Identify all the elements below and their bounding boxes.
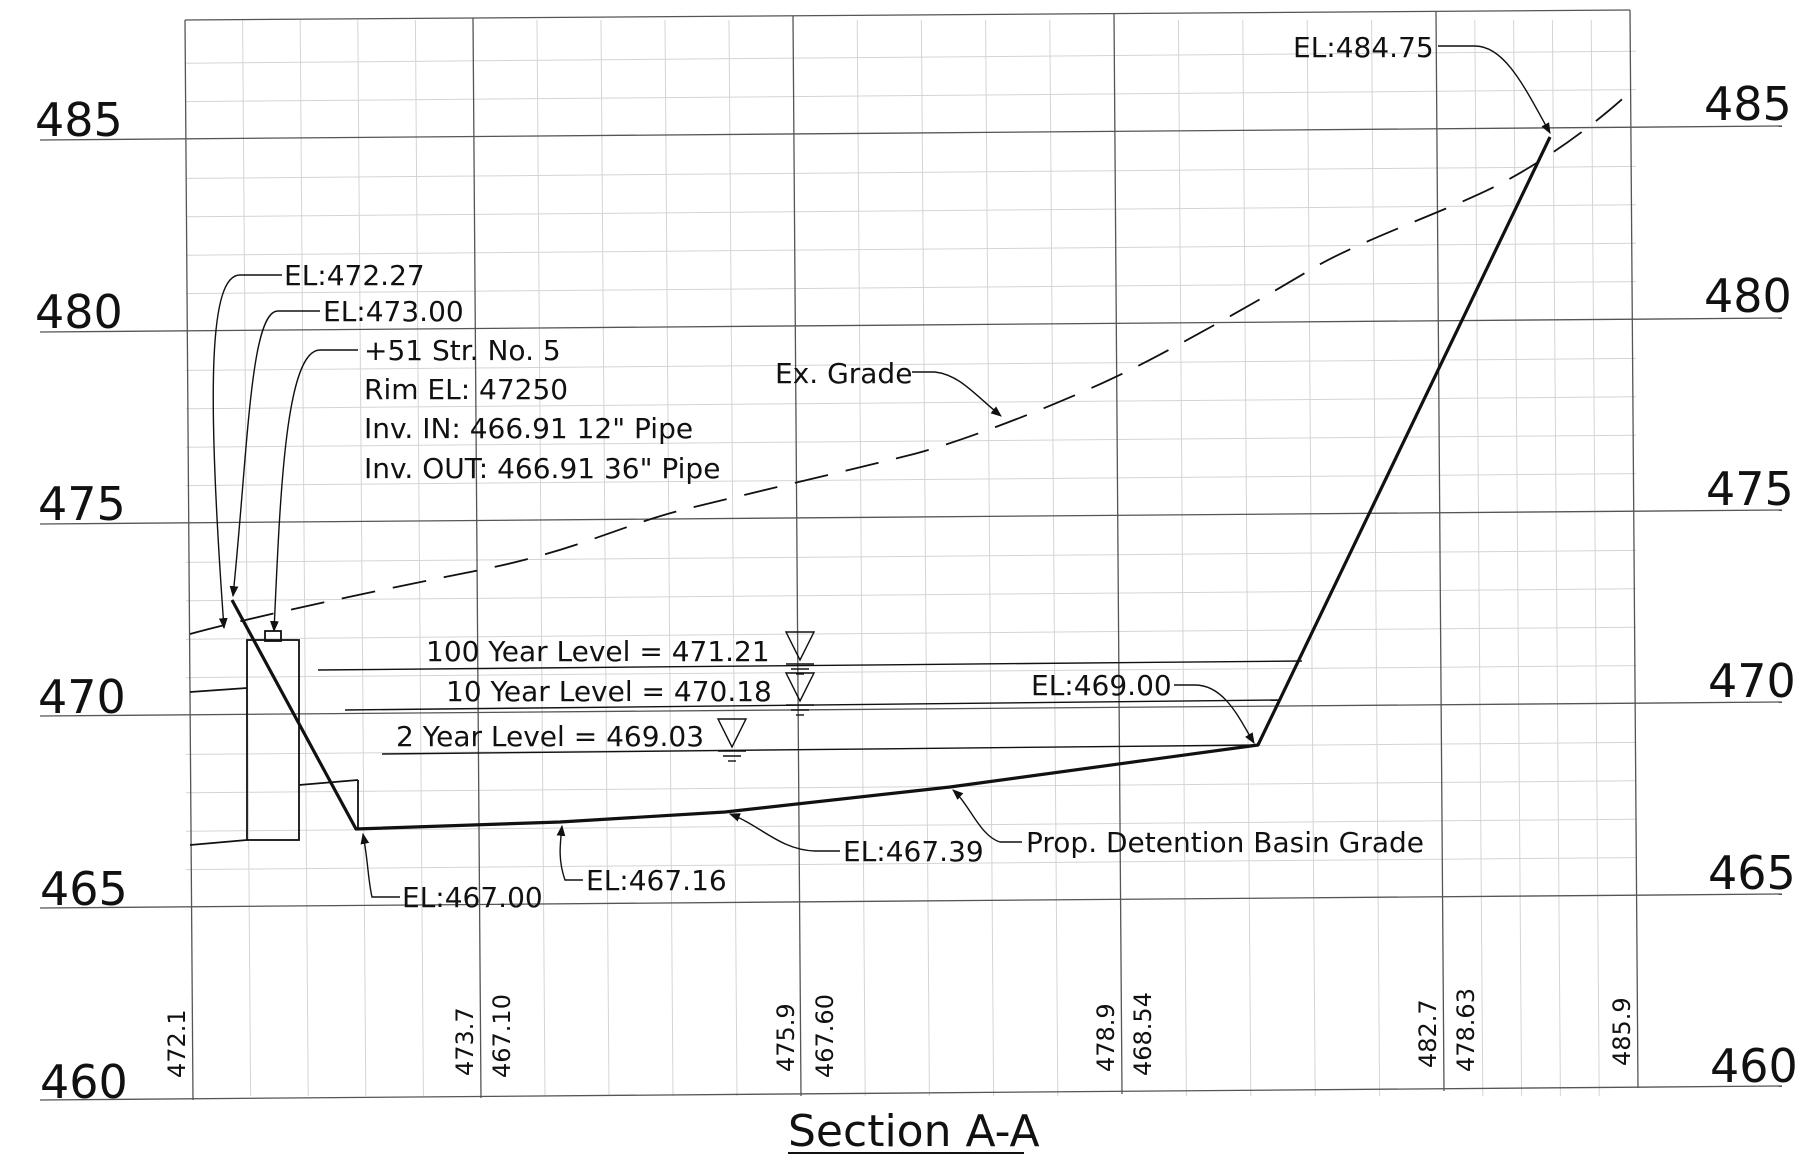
grid-line-485: [39, 125, 1783, 141]
grid-vline-5: [1435, 11, 1445, 1092]
leader-el-48475: [1438, 45, 1551, 134]
label-el-48475: EL:484.75: [1293, 31, 1434, 64]
label-el-47227: EL:472.27: [284, 259, 425, 292]
grid: [39, 9, 1783, 1101]
inlet-pipe-bottom: [189, 839, 248, 846]
station-label-7: 468.54: [1129, 992, 1157, 1076]
level-line-2-year: [381, 744, 1259, 755]
structure-no-5: [189, 630, 359, 846]
grid-line-480: [39, 317, 1783, 333]
station-label-1: 472.1: [163, 1009, 191, 1078]
elev-right-470: 470: [1708, 654, 1796, 708]
elev-right-480: 480: [1704, 269, 1792, 323]
label-structure-line1: +51 Str. No. 5: [364, 334, 561, 367]
annotations: EL:484.75 EL:472.27 EL:473.00 +51 Str. N…: [284, 31, 1434, 914]
station-label-5: 467.60: [811, 994, 839, 1078]
label-structure-line4: Inv. OUT: 466.91 36" Pipe: [364, 452, 720, 485]
existing-grade-line: [189, 91, 1631, 635]
elev-right-465: 465: [1708, 846, 1796, 900]
label-100-year-level: 100 Year Level = 471.21: [426, 635, 770, 668]
label-ex-grade: Ex. Grade: [775, 357, 912, 390]
section-title: Section A-A: [788, 1106, 1040, 1157]
leader-lines: [212, 45, 1551, 898]
elev-left-460: 460: [40, 1055, 128, 1109]
station-label-8: 482.7: [1414, 999, 1442, 1068]
inlet-pipe-top: [189, 687, 248, 693]
water-level-symbol-10: [784, 672, 816, 716]
major-grid: [39, 9, 1783, 1101]
elevation-labels-left: 485 480 475 470 465 460: [35, 93, 128, 1109]
grid-line-475: [39, 509, 1783, 525]
leader-el-46716: [556, 824, 583, 881]
outlet-pipe-top: [298, 779, 359, 786]
leader-structure-note: [270, 349, 358, 633]
leader-el-47300: [229, 310, 320, 598]
grid-vline-4: [1113, 13, 1123, 1095]
elev-right-460: 460: [1710, 1039, 1797, 1093]
grid-vline-1: [184, 19, 194, 1101]
elev-left-485: 485: [35, 93, 123, 147]
water-levels: 100 Year Level = 471.21 10 Year Level = …: [317, 631, 1303, 762]
label-el-46716: EL:467.16: [586, 864, 727, 897]
elev-left-475: 475: [38, 477, 126, 531]
label-el-47300: EL:473.00: [323, 295, 464, 328]
label-10-year-level: 10 Year Level = 470.18: [446, 675, 772, 708]
grid-line-465: [39, 893, 1783, 909]
elev-right-475: 475: [1706, 462, 1794, 516]
elev-left-470: 470: [38, 670, 126, 724]
elev-right-485: 485: [1704, 77, 1792, 131]
elev-left-480: 480: [35, 285, 123, 339]
station-labels: 472.1 473.7 467.10 475.9 467.60 478.9 46…: [163, 988, 1636, 1078]
label-prop-grade: Prop. Detention Basin Grade: [1026, 826, 1424, 859]
grid-vline-3: [792, 15, 802, 1097]
grid-line-470: [39, 701, 1783, 717]
label-structure-line3: Inv. IN: 466.91 12" Pipe: [364, 412, 693, 445]
leader-prop-grade: [952, 789, 1022, 843]
label-el-46700: EL:467.00: [402, 881, 543, 914]
grid-top-edge: [184, 9, 1631, 21]
elev-left-465: 465: [40, 862, 128, 916]
grid-vline-6: [1629, 9, 1639, 1089]
label-el-46739: EL:467.39: [843, 835, 984, 868]
water-level-symbol-2: [716, 718, 748, 762]
leader-el-46700: [360, 832, 400, 898]
grid-line-460: [39, 1085, 1783, 1101]
station-label-3: 467.10: [488, 994, 516, 1078]
label-structure-line2: Rim EL: 47250: [364, 373, 568, 406]
station-label-10: 485.9: [1608, 997, 1636, 1066]
label-2-year-level: 2 Year Level = 469.03: [396, 720, 704, 753]
station-label-9: 478.63: [1452, 988, 1480, 1072]
station-label-6: 478.9: [1092, 1003, 1120, 1072]
station-label-4: 475.9: [772, 1003, 800, 1072]
grid-vline-2: [472, 17, 482, 1099]
leader-el-46739: [728, 813, 840, 852]
structure-box: [246, 639, 300, 841]
water-level-symbol-100: [784, 631, 816, 675]
minor-grid: [185, 19, 1637, 1097]
level-line-100-year: [317, 660, 1303, 671]
label-el-46900: EL:469.00: [1031, 669, 1172, 702]
leader-ex-grade: [912, 371, 1002, 417]
station-label-2: 473.7: [451, 1007, 479, 1076]
leader-el-46900: [1174, 684, 1255, 744]
elevation-labels-right: 485 480 475 470 465 460: [1704, 77, 1797, 1093]
leader-el-47227: [212, 274, 282, 630]
